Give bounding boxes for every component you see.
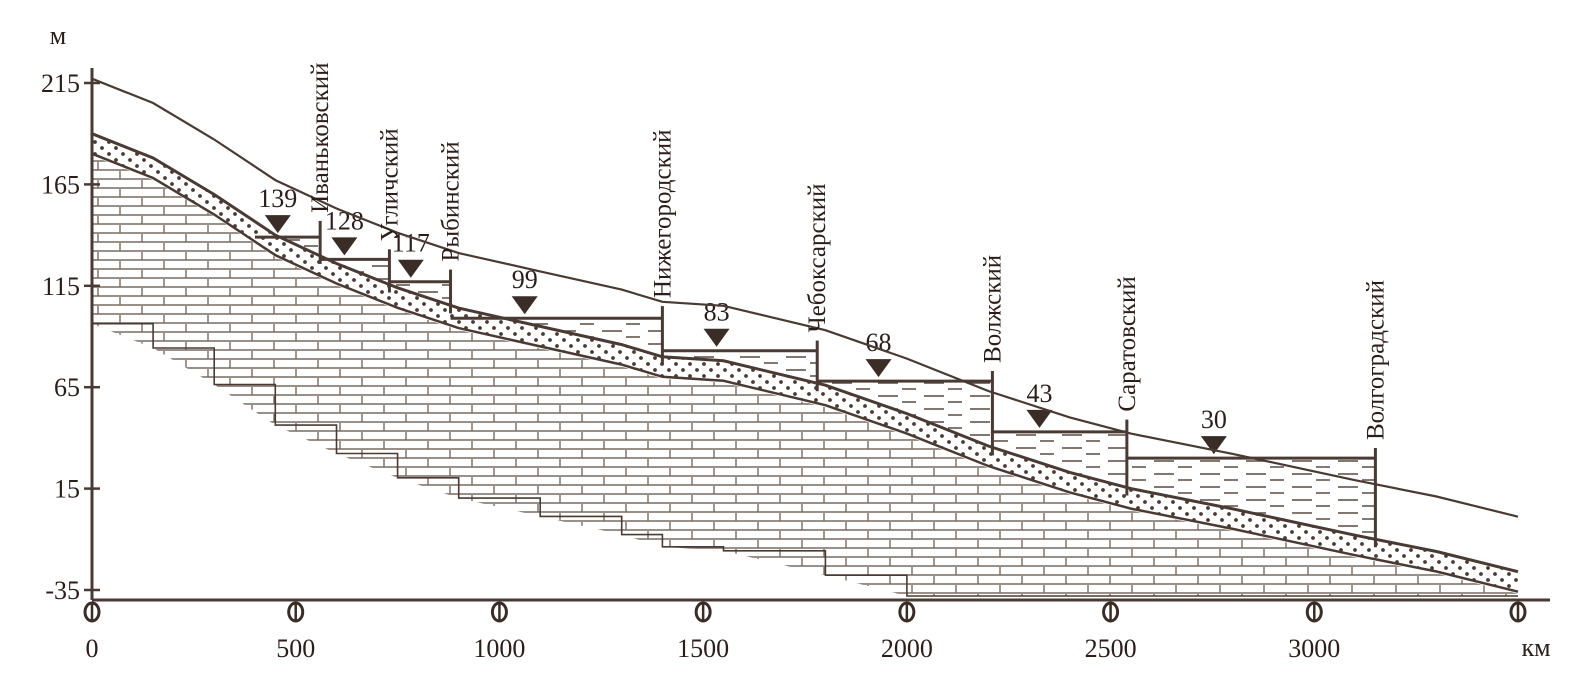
dam-name-6: Волжский — [979, 255, 1006, 363]
dam-name-5: Чебоксарский — [804, 183, 831, 332]
riverbed-top-line — [91, 132, 1519, 574]
y-tick-label: 215 — [41, 69, 80, 98]
reservoir-water-4 — [450, 318, 663, 357]
dam-name-4: Нижегородский — [649, 129, 676, 298]
river-profile-layer — [91, 77, 1519, 593]
x-tick-label: 1500 — [677, 634, 729, 663]
y-unit-label: м — [50, 21, 66, 50]
x-tick-label: 3000 — [1288, 634, 1340, 663]
x-unit-label: км — [1521, 633, 1550, 662]
bedrock-fill — [92, 155, 1518, 596]
water-level-marker-1 — [264, 215, 291, 234]
water-level-marker-3 — [397, 259, 424, 278]
x-tick-label: 2500 — [1085, 634, 1137, 663]
dam-name-7: Саратовский — [1114, 276, 1141, 411]
valley-slope-line — [91, 77, 1519, 518]
dam-name-2: Угличский — [376, 128, 403, 241]
reservoir-water-6 — [817, 381, 993, 448]
y-tick-label: -35 — [45, 576, 80, 605]
water-level-label-7: 43 — [1026, 379, 1052, 408]
y-tick-label: 165 — [41, 170, 80, 199]
dam-name-1: Иваньковский — [307, 62, 334, 212]
bedrock-layer — [92, 155, 1518, 597]
axes-layer: м км 215 165 115 65 15 -350 500 1000 1500 2000 2500 3… — [41, 21, 1551, 663]
reservoir-water-1 — [255, 237, 321, 256]
x-tick-label: 1000 — [473, 634, 525, 663]
bedrock-step-boundary — [92, 322, 1518, 597]
x-tick-label: 500 — [276, 634, 315, 663]
y-tick-label: 115 — [42, 272, 80, 301]
x-tick-label: 2000 — [881, 634, 933, 663]
y-tick-label: 15 — [54, 475, 80, 504]
water-level-marker-6 — [865, 359, 892, 378]
water-level-label-1: 139 — [258, 184, 297, 213]
dam-name-3: Рыбинский — [438, 141, 465, 261]
water-level-marker-7 — [1026, 409, 1053, 428]
reservoir-water-7 — [992, 431, 1127, 488]
water-level-label-5: 83 — [704, 298, 730, 327]
reservoir-water-8 — [1126, 458, 1376, 540]
water-level-label-8: 30 — [1201, 405, 1227, 434]
water-level-marker-5 — [703, 328, 730, 347]
water-level-marker-4 — [511, 296, 538, 315]
reservoir-water-2 — [320, 259, 390, 285]
riverbed-bottom-line — [91, 152, 1519, 593]
water-level-marker-2 — [331, 237, 358, 256]
dams-layer: Иваньковский Угличский Рыбинский Нижегородс… — [307, 62, 1389, 548]
dam-name-8: Волгоградский — [1362, 280, 1389, 440]
water-level-marker-8 — [1200, 436, 1227, 455]
x-tick-label: 0 — [86, 634, 99, 663]
y-tick-label: 65 — [54, 373, 80, 402]
